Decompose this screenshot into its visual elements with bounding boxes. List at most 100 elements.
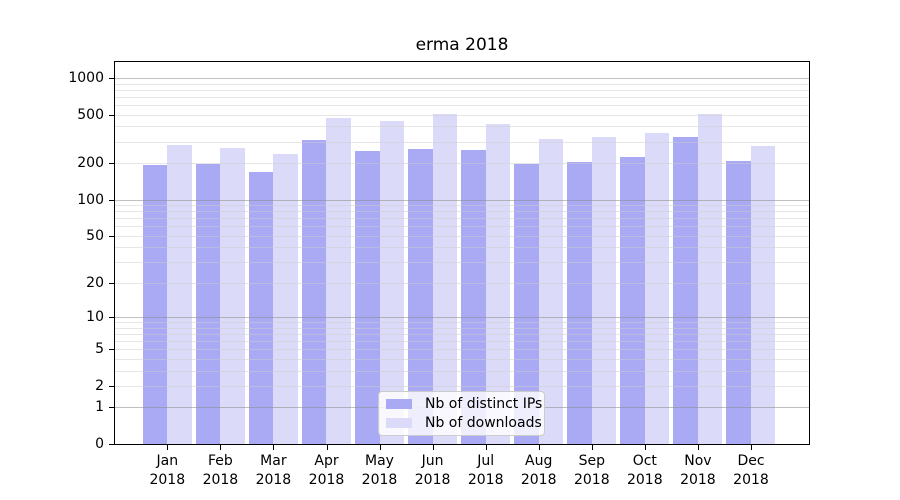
bar-nb-of-downloads-jan <box>167 145 192 444</box>
x-tick-label-may: May 2018 <box>350 452 410 490</box>
bar-nb-of-distinct-ips-may <box>355 151 380 444</box>
x-tick-year: 2018 <box>414 472 451 488</box>
y-tick-label: 1 <box>95 399 104 416</box>
x-tick-year: 2018 <box>255 472 292 488</box>
gridline-major <box>115 199 809 201</box>
gridline-minor <box>115 163 809 164</box>
x-tick-mark <box>644 445 646 450</box>
y-tick-label: 50 <box>86 227 104 244</box>
bar-nb-of-downloads-feb <box>220 148 245 444</box>
gridline-minor <box>115 211 809 213</box>
x-tick-month: Dec <box>737 453 765 469</box>
gridline-minor <box>115 349 809 351</box>
x-tick-mark <box>432 445 434 450</box>
x-tick-mark <box>591 445 593 450</box>
y-tick-mark <box>109 77 114 79</box>
gridline-minor <box>115 282 809 284</box>
bar-nb-of-downloads-jul <box>485 124 511 444</box>
y-tick-mark <box>109 282 114 284</box>
x-tick-year: 2018 <box>202 472 239 488</box>
bar-nb-of-distinct-ips-mar <box>248 171 274 444</box>
x-tick-mark <box>379 445 381 450</box>
x-tick-label-jul: Jul 2018 <box>456 452 516 490</box>
x-tick-mark <box>273 445 275 450</box>
x-tick-month: Oct <box>632 453 657 469</box>
x-tick-month: Apr <box>314 453 339 469</box>
x-tick-month: May <box>365 453 394 469</box>
gridline-minor <box>115 327 809 329</box>
gridline-minor <box>115 322 809 323</box>
bar-nb-of-downloads-mar <box>273 154 298 444</box>
x-tick-month: Nov <box>684 453 712 469</box>
x-tick-year: 2018 <box>149 472 186 488</box>
bar-nb-of-distinct-ips-oct <box>620 157 645 444</box>
y-tick-label: 1000 <box>68 69 104 86</box>
x-tick-label-dec: Dec 2018 <box>721 452 781 490</box>
x-tick-mark <box>485 445 487 450</box>
gridline-major <box>115 317 809 318</box>
x-tick-mark <box>167 445 169 450</box>
gridline-minor <box>115 333 809 335</box>
y-tick-label: 500 <box>77 106 104 123</box>
x-tick-label-jun: Jun 2018 <box>403 452 463 490</box>
bar-nb-of-downloads-nov <box>697 114 723 444</box>
gridline-minor <box>115 83 809 85</box>
y-tick-mark <box>109 317 114 318</box>
legend-swatch-nb-of-distinct-ips <box>386 399 412 409</box>
bar-nb-of-distinct-ips-sep <box>567 161 592 444</box>
x-tick-mark <box>697 445 699 450</box>
bar-nb-of-downloads-apr <box>326 117 351 444</box>
bar-nb-of-distinct-ips-feb <box>195 164 221 444</box>
gridline-minor <box>115 262 809 264</box>
bar-nb-of-downloads-oct <box>644 133 670 444</box>
y-tick-label: 2 <box>95 377 104 394</box>
x-tick-label-apr: Apr 2018 <box>297 452 357 490</box>
gridline-minor <box>115 370 809 372</box>
y-tick-mark <box>109 385 114 387</box>
bar-nb-of-distinct-ips-dec <box>726 161 751 444</box>
bar-nb-of-downloads-sep <box>591 137 617 444</box>
x-tick-mark <box>326 445 328 450</box>
y-tick-label: 10 <box>86 309 104 325</box>
x-tick-month: Sep <box>578 453 605 469</box>
x-tick-mark <box>220 445 222 450</box>
x-tick-label-sep: Sep 2018 <box>562 452 622 490</box>
gridline-minor <box>115 247 809 249</box>
x-tick-month: Feb <box>207 453 233 469</box>
bar-nb-of-downloads-dec <box>750 146 776 444</box>
y-tick-label: 20 <box>86 274 104 291</box>
gridline-minor <box>115 141 809 143</box>
x-tick-month: Mar <box>260 453 287 469</box>
legend-swatch-nb-of-downloads <box>386 418 412 428</box>
y-tick-label: 200 <box>77 155 104 171</box>
gridline-minor <box>115 205 809 206</box>
legend-label-nb-of-downloads: Nb of downloads <box>425 415 542 431</box>
legend-entry-nb-of-distinct-ips: Nb of distinct IPs <box>386 396 542 412</box>
y-tick-mark <box>109 407 114 409</box>
bar-nb-of-downloads-may <box>379 121 405 444</box>
y-tick-label: 0 <box>95 436 104 452</box>
x-tick-year: 2018 <box>733 472 769 488</box>
y-tick-mark <box>109 114 114 116</box>
x-tick-label-nov: Nov 2018 <box>668 452 728 490</box>
chart-title: erma 2018 <box>415 35 509 55</box>
y-tick-label: 100 <box>77 191 104 208</box>
x-tick-month: Jun <box>421 453 444 469</box>
x-tick-label-mar: Mar 2018 <box>243 452 303 490</box>
x-tick-year: 2018 <box>680 472 716 488</box>
gridline-minor <box>115 218 809 220</box>
x-tick-label-jan: Jan 2018 <box>137 452 197 490</box>
x-tick-month: Jan <box>156 453 179 469</box>
x-tick-month: Jul <box>477 453 495 469</box>
gridline-minor <box>115 126 809 128</box>
y-tick-mark <box>109 163 114 164</box>
x-tick-year: 2018 <box>467 472 504 488</box>
bar-nb-of-downloads-jun <box>432 114 458 444</box>
x-tick-year: 2018 <box>520 472 557 488</box>
x-tick-label-aug: Aug 2018 <box>509 452 569 490</box>
y-tick-mark <box>109 444 114 445</box>
x-tick-label-feb: Feb 2018 <box>190 452 250 490</box>
bar-nb-of-distinct-ips-jan <box>142 165 168 444</box>
y-tick-mark <box>109 199 114 201</box>
x-tick-year: 2018 <box>361 472 398 488</box>
